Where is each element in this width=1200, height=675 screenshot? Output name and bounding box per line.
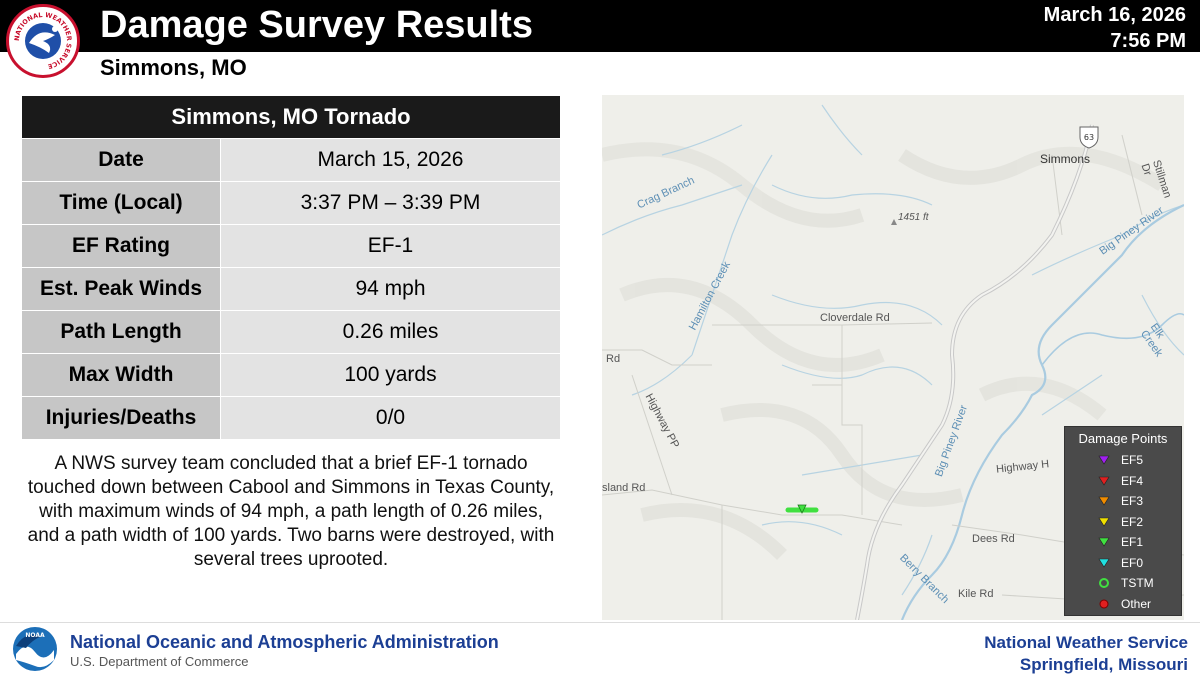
route-63-label: 63	[1084, 133, 1094, 142]
legend-item-ef5: EF5	[1065, 450, 1181, 471]
legend-label: EF3	[1121, 494, 1144, 509]
legend-label: EF2	[1121, 514, 1144, 529]
legend-label: EF5	[1121, 453, 1144, 468]
row-value: EF-1	[221, 225, 560, 267]
noaa-logo: NOAA	[12, 626, 58, 672]
table-title: Simmons, MO Tornado	[22, 96, 560, 138]
issued-datetime: March 16, 2026 7:56 PM	[1044, 2, 1186, 54]
row-value: 0/0	[221, 397, 560, 439]
row-value: 0.26 miles	[221, 311, 560, 353]
map-label-elevation: 1451 ft	[898, 212, 929, 223]
row-key: Injuries/Deaths	[22, 397, 221, 439]
nws-office-line2: Springfield, Missouri	[1019, 655, 1188, 674]
table-row: Path Length 0.26 miles	[22, 310, 560, 353]
legend-label: Other	[1121, 596, 1152, 611]
row-value: 100 yards	[221, 354, 560, 396]
triangle-icon	[1097, 495, 1111, 507]
legend-label: EF1	[1121, 535, 1144, 550]
triangle-icon	[1097, 475, 1111, 487]
table-row: Est. Peak Winds 94 mph	[22, 267, 560, 310]
header-subbar	[0, 52, 1200, 84]
triangle-icon	[1097, 516, 1111, 528]
map-label-rd: Rd	[606, 353, 621, 365]
table-row: Time (Local) 3:37 PM – 3:39 PM	[22, 181, 560, 224]
nws-logo: NATIONAL WEATHER SERVICE	[6, 4, 80, 78]
header-bar	[0, 0, 1200, 52]
footer	[0, 622, 1200, 675]
map-label-simmons: Simmons	[1040, 152, 1091, 166]
nws-office: National Weather Service Springfield, Mi…	[984, 632, 1188, 675]
issued-time: 7:56 PM	[1110, 30, 1186, 52]
row-key: Est. Peak Winds	[22, 268, 221, 310]
page-title: Damage Survey Results	[100, 4, 533, 46]
table-row: Injuries/Deaths 0/0	[22, 396, 560, 439]
legend-item-ef2: EF2	[1065, 512, 1181, 533]
triangle-icon	[1097, 557, 1111, 569]
table-row: Date March 15, 2026	[22, 138, 560, 181]
row-key: Max Width	[22, 354, 221, 396]
map-label-kile-rd: Kile Rd	[958, 588, 994, 600]
triangle-icon	[1097, 454, 1111, 466]
circle-icon	[1097, 598, 1111, 610]
damage-map[interactable]: 63 Simmons Crag Branch Hamilton Creek 14…	[602, 95, 1184, 620]
legend-label: EF4	[1121, 473, 1144, 488]
map-label-dees-rd: Dees Rd	[972, 533, 1015, 545]
survey-description: A NWS survey team concluded that a brief…	[27, 453, 555, 570]
row-key: Path Length	[22, 311, 221, 353]
legend-item-ef1: EF1	[1065, 532, 1181, 553]
issued-date: March 16, 2026	[1043, 4, 1186, 26]
legend-item-other: Other	[1065, 594, 1181, 615]
survey-table: Simmons, MO Tornado Date March 15, 2026 …	[22, 96, 560, 439]
noaa-department: U.S. Department of Commerce	[70, 654, 249, 669]
circle-icon	[1097, 577, 1111, 589]
map-label-cloverdale: Cloverdale Rd	[820, 312, 890, 324]
nws-office-line1: National Weather Service	[984, 633, 1188, 652]
row-key: EF Rating	[22, 225, 221, 267]
map-legend: Damage Points EF5 EF4 EF3 EF2 EF1 EF0 TS…	[1064, 426, 1182, 616]
map-label-island-rd: sland Rd	[602, 482, 646, 494]
map-background: 63	[602, 104, 1184, 620]
row-value: March 15, 2026	[221, 139, 560, 181]
triangle-icon	[1097, 536, 1111, 548]
legend-label: TSTM	[1121, 576, 1154, 591]
legend-item-ef0: EF0	[1065, 553, 1181, 574]
table-row: EF Rating EF-1	[22, 224, 560, 267]
noaa-agency-name: National Oceanic and Atmospheric Adminis…	[70, 632, 499, 652]
legend-label: EF0	[1121, 555, 1144, 570]
row-key: Time (Local)	[22, 182, 221, 224]
row-value: 3:37 PM – 3:39 PM	[221, 182, 560, 224]
table-row: Max Width 100 yards	[22, 353, 560, 396]
noaa-logo-text: NOAA	[25, 632, 45, 639]
legend-title: Damage Points	[1078, 431, 1168, 446]
legend-item-tstm: TSTM	[1065, 573, 1181, 594]
legend-item-ef3: EF3	[1065, 491, 1181, 512]
row-value: 94 mph	[221, 268, 560, 310]
legend-item-ef4: EF4	[1065, 471, 1181, 492]
damage-point-ef1-icon[interactable]	[797, 504, 807, 514]
page-subtitle: Simmons, MO	[100, 55, 247, 80]
row-key: Date	[22, 139, 221, 181]
